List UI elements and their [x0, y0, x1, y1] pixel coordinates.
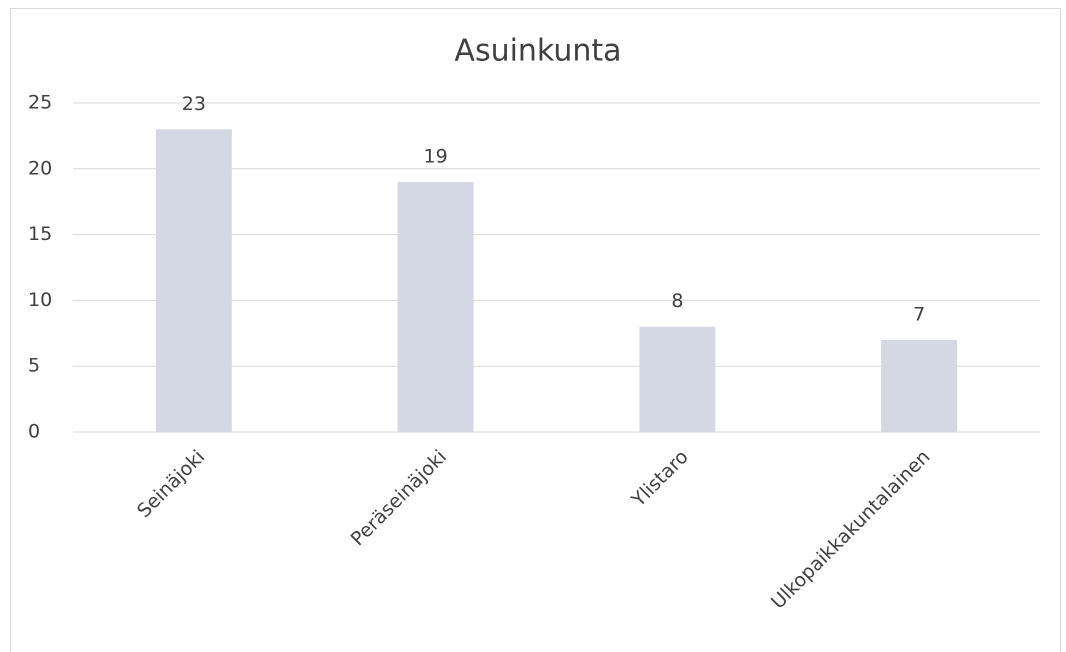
bar — [881, 339, 958, 432]
bar — [397, 181, 474, 432]
y-tick-label: 10 — [28, 289, 52, 311]
data-label: 8 — [671, 290, 683, 312]
data-label: 23 — [182, 93, 206, 115]
data-label: 7 — [913, 303, 925, 325]
chart-title: Asuinkunta — [454, 34, 621, 69]
data-label: 19 — [424, 145, 448, 167]
bar — [155, 129, 232, 432]
y-tick-label: 5 — [28, 355, 40, 377]
bar — [639, 326, 716, 432]
y-tick-label: 20 — [28, 157, 52, 179]
y-tick-label: 15 — [28, 223, 52, 245]
y-tick-label: 25 — [28, 92, 52, 114]
y-tick-label: 0 — [28, 421, 40, 443]
